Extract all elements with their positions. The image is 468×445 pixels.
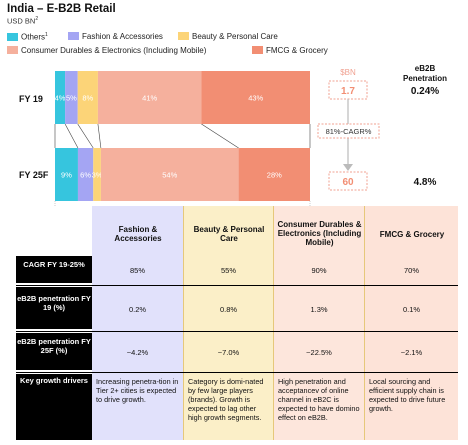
connector-line — [201, 123, 239, 149]
legend-swatch-others — [7, 32, 18, 41]
unit-label: USD BN — [7, 16, 36, 26]
legend-item-fashion: Fashion & Accessories — [68, 32, 163, 41]
legend-swatch-fmcg — [252, 46, 263, 54]
row-label-penetration-fy19: eB2B penetration FY 19 (%) — [16, 287, 92, 329]
bar-data-label: 9% — [61, 171, 72, 180]
bar-data-label: 8% — [82, 94, 93, 103]
category-label-fy25: FY 25F — [19, 170, 49, 180]
cagr-fmcg: 70% — [403, 266, 419, 275]
penetration-fy25-fmcg: ~2.1% — [400, 348, 423, 357]
bar-data-label: 6% — [80, 171, 91, 180]
market-size-box-fy25 — [328, 171, 368, 191]
row-label-growth-drivers: Key growth drivers — [16, 374, 92, 440]
bar-data-label: 43% — [248, 94, 263, 103]
row-label-penetration-fy25: eB2B penetration FY 25F (%) — [16, 333, 92, 370]
chart-subtitle: USD BN2 — [7, 16, 38, 26]
stacked-bar-chart: 4% 5% 8% 41% 43% 9% 6% 3% 54% 28% FY 19 FY 25F $B… — [19, 64, 447, 207]
legend-label: Beauty & Personal Care — [192, 32, 278, 41]
bar-segment — [77, 71, 98, 124]
table-col-bg-fashion — [92, 206, 184, 440]
column-header-beauty: Beauty & Personal Care — [193, 225, 265, 243]
bar-data-label: 41% — [142, 94, 157, 103]
row-label-cagr: CAGR FY 19-25% — [16, 256, 92, 283]
legend-label: Fashion & Accessories — [82, 32, 163, 41]
legend-footnote: 1 — [45, 32, 48, 38]
penetration-fy25: 4.8% — [414, 177, 437, 188]
chart-title: India – E-B2B Retail — [7, 3, 116, 15]
row-divider — [16, 285, 458, 286]
penetration-fy19-fmcg: 0.1% — [402, 305, 421, 314]
bar-segment — [77, 148, 94, 201]
category-label-fy19: FY 19 — [19, 94, 43, 104]
penetration-fy19-beauty: 0.8% — [219, 305, 238, 314]
bar-segment — [238, 148, 310, 201]
column-header-durables: Consumer Durables & Electronics (Includi… — [277, 220, 362, 247]
bar-segment — [55, 71, 66, 124]
bar-segment — [100, 148, 239, 201]
driver-beauty: Category is domi-nated by few large play… — [188, 377, 264, 422]
penetration-fy25-fashion: ~4.2% — [126, 348, 149, 357]
driver-fmcg: Local sourcing and efficient supply chai… — [369, 377, 446, 413]
legend-item-fmcg: FMCG & Grocery — [252, 46, 328, 55]
cagr-fashion: 85% — [129, 266, 145, 275]
bar-data-label: 4% — [55, 94, 66, 103]
legend-item-beauty: Beauty & Personal Care — [178, 32, 278, 41]
connector-line — [77, 123, 94, 149]
unit-footnote: 2 — [35, 16, 39, 22]
bar-data-label: 54% — [162, 171, 177, 180]
legend-item-others: Others1 — [7, 32, 48, 42]
bar-data-label: 28% — [267, 171, 282, 180]
row-label-text: eB2B penetration FY 19 (%) — [17, 294, 91, 312]
bar-data-label: 5% — [66, 94, 77, 103]
column-header-fashion: Fashion & Accessories — [114, 225, 162, 243]
row-divider — [16, 331, 458, 332]
market-size-fy25: 60 — [342, 177, 354, 188]
legend-label: Consumer Durables & Electronics (Includi… — [21, 46, 207, 55]
connector-line — [64, 123, 79, 149]
penetration-fy25-beauty: ~7.0% — [217, 348, 240, 357]
bar-segment — [97, 71, 202, 124]
bar-segment — [65, 71, 78, 124]
bar-segment — [55, 148, 78, 201]
cagr-durables: 90% — [311, 266, 327, 275]
row-label-text: eB2B penetration FY 25F (%) — [17, 337, 91, 355]
market-size-fy19: 1.7 — [341, 86, 355, 97]
driver-durables: High penetration and acceptancev of onli… — [278, 377, 360, 422]
table-col-bg-beauty — [184, 206, 274, 440]
cagr-beauty: 55% — [220, 266, 236, 275]
cagr-arrow-head — [343, 164, 353, 171]
bar-segment — [201, 71, 310, 124]
penetration-header: eB2B Penetration — [402, 64, 447, 83]
legend-item-durables: Consumer Durables & Electronics (Includi… — [7, 46, 206, 55]
driver-fashion: Increasing penetra-tion in Tier 2+ citie… — [96, 377, 179, 404]
penetration-fy25-durables: ~22.5% — [306, 348, 332, 357]
column-header-fmcg: FMCG & Grocery — [379, 230, 445, 239]
bar-segment — [93, 148, 101, 201]
connector-line — [97, 123, 102, 149]
penetration-fy19-durables: 1.3% — [310, 305, 328, 314]
bars-layer: 4% 5% 8% 41% 43% 9% 6% 3% 54% 28% — [55, 71, 310, 201]
legend-label: Others — [21, 32, 46, 42]
table-col-bg-durables — [274, 206, 365, 440]
row-divider — [16, 372, 458, 373]
legend-swatch-fashion — [68, 32, 79, 40]
market-size-header: $BN — [340, 68, 356, 77]
cagr-box — [317, 123, 380, 139]
row-label-text: CAGR FY 19-25% — [23, 260, 85, 269]
penetration-fy19: 0.24% — [411, 86, 439, 97]
legend-swatch-beauty — [178, 32, 189, 40]
bar-data-label: 3% — [92, 171, 103, 180]
legend-label: FMCG & Grocery — [266, 46, 328, 55]
table-col-bg-fmcg — [365, 206, 458, 440]
legend-swatch-durables — [7, 46, 18, 54]
row-label-text: Key growth drivers — [20, 376, 88, 385]
cagr-label: 81%-CAGR% — [326, 127, 372, 136]
penetration-fy19-fashion: 0.2% — [128, 305, 147, 314]
